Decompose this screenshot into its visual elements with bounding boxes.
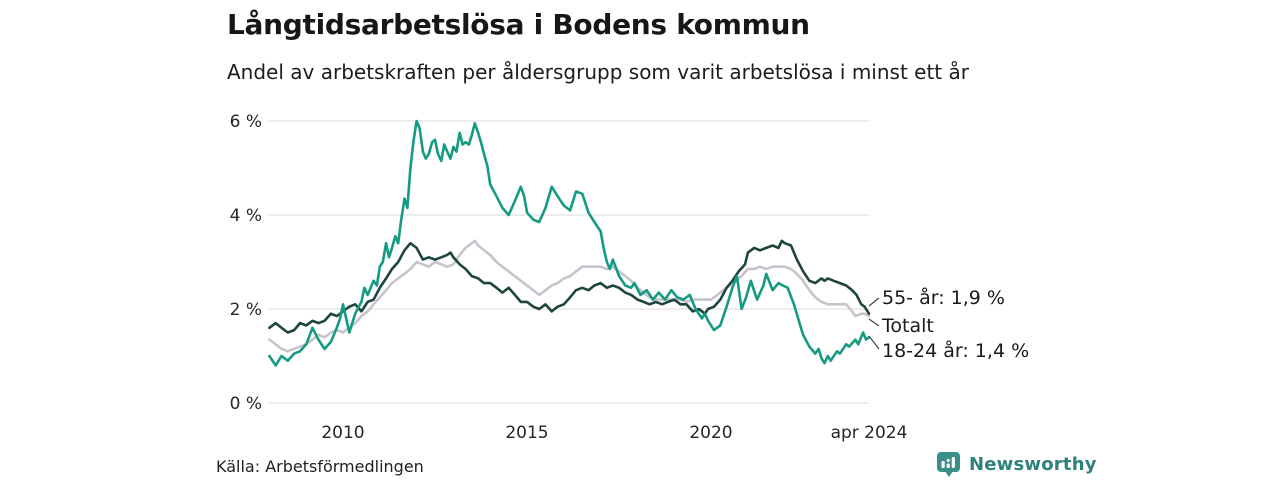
end-label-18-24: 18-24 år: 1,4 % (882, 339, 1029, 362)
series-end-annotations: 55- år: 1,9 % Totalt 18-24 år: 1,4 % (868, 286, 1029, 362)
chart-subtitle: Andel av arbetskraften per åldersgrupp s… (227, 60, 969, 84)
leader-line-18-24 (868, 335, 880, 350)
leader-line-55 (868, 297, 880, 307)
x-tick-apr-2024: apr 2024 (831, 423, 908, 443)
series-lines (268, 119, 871, 367)
newsworthy-branding: Newsworthy (936, 451, 1097, 478)
series-line-55-r (268, 239, 871, 334)
x-tick-2015: 2015 (505, 423, 548, 443)
y-tick-6: 6 % (230, 112, 262, 132)
chart-title: Långtidsarbetslösa i Bodens kommun (227, 8, 810, 41)
y-tick-4: 4 % (230, 206, 262, 226)
leader-line-totalt (868, 318, 880, 327)
gridlines (268, 120, 869, 404)
y-tick-0: 0 % (230, 394, 262, 414)
y-tick-2: 2 % (230, 300, 262, 320)
x-tick-2020: 2020 (689, 423, 732, 443)
y-axis-tick-labels: 0 % 2 % 4 % 6 % (230, 112, 262, 414)
x-tick-2010: 2010 (321, 423, 364, 443)
end-label-55: 55- år: 1,9 % (882, 286, 1005, 309)
source-note: Källa: Arbetsförmedlingen (216, 457, 424, 476)
newsworthy-logo-icon (937, 452, 960, 477)
end-label-totalt: Totalt (881, 315, 934, 337)
series-line-totalt (268, 239, 871, 353)
x-axis-tick-labels: 2010 2015 2020 apr 2024 (321, 423, 907, 443)
newsworthy-wordmark: Newsworthy (969, 454, 1097, 475)
series-line-18-24-r (268, 119, 871, 367)
